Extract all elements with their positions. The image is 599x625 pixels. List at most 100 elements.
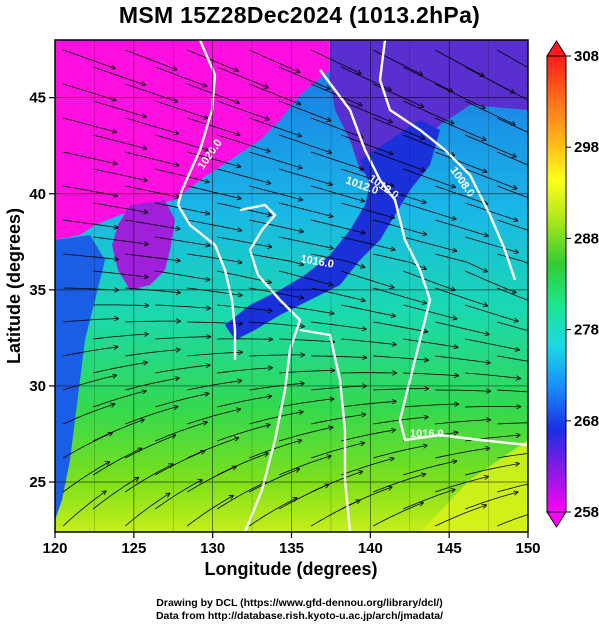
streamline [341,338,396,345]
streamline [465,464,519,476]
streamline [311,117,363,138]
streamline [63,151,117,164]
streamline [63,117,116,132]
streamline [155,168,209,182]
streamline [217,304,272,311]
streamline [187,185,241,199]
streamline [311,219,364,233]
streamline [373,321,427,332]
streamline [93,334,148,340]
streamline [373,445,427,459]
streamline [279,100,330,121]
streamline [465,372,520,378]
streamline [465,202,517,221]
streamline [187,219,241,230]
streamline [435,355,490,363]
streamline [93,305,148,306]
y-tick-label: 35 [29,282,46,299]
streamline [217,368,272,374]
colorbar-tick-label: 308 [574,48,599,65]
streamline [279,236,333,248]
streamline [497,321,528,332]
streamline [279,134,331,153]
colorbar-tick-label: 288 [574,230,599,247]
streamline [62,462,109,493]
streamline [186,496,233,527]
streamline [249,469,299,493]
y-tick-label: 45 [29,90,46,107]
streamline [187,409,240,425]
streamline [341,134,393,154]
streamline [249,321,304,327]
streamline [93,236,148,244]
streamline [373,185,426,203]
streamline [125,253,180,261]
streamline [341,236,395,250]
streamline [373,151,425,171]
streamline [217,134,270,151]
isobar-1016-west [239,203,302,532]
streamline [217,339,272,340]
streamline [125,185,179,197]
streamline [403,490,455,510]
streamline [311,386,366,391]
isobar-1008 [378,40,517,281]
y-axis: 25 30 35 40 45 [29,90,55,491]
streamline [497,219,528,231]
isobar-1020-south [205,40,207,41]
streamline [403,66,452,91]
streamline [373,49,422,75]
streamline [373,503,423,527]
streamline [465,270,516,293]
streamline [279,399,333,408]
streamline [93,202,147,212]
streamline [249,151,302,168]
streamline [403,304,456,319]
streamline [311,321,366,329]
streamline [310,500,360,527]
streamline [63,347,117,357]
cold-region-japan [225,120,440,340]
colorbar-ticks: 308 298 288 278 268 258 [566,48,599,521]
streamline [93,420,144,442]
streamline [155,134,208,150]
streamline [373,219,426,235]
streamline [341,304,395,316]
streamline [279,168,332,185]
streamline [373,287,426,303]
streamline [155,394,208,408]
streamline [497,355,528,362]
map-title: MSM 15Z28Dec2024 (1013.2hPa) [118,2,481,28]
streamline [311,83,362,106]
streamline [497,453,528,459]
streamline [279,66,330,89]
streamline [465,492,517,510]
streamline [373,355,428,360]
streamline [465,134,516,157]
streamline [279,304,333,314]
streamline [373,389,428,390]
streamline [341,168,393,186]
streamline [311,443,364,459]
streamline [249,185,302,200]
streamline [341,270,394,288]
streamline [125,219,179,229]
colorbar-tick-label: 258 [574,504,599,521]
streamline [497,117,528,133]
streamline [216,482,265,510]
streamline [217,453,268,476]
streamline [63,253,118,260]
streamline [279,456,331,476]
streamline [435,505,486,527]
streamline [465,100,515,125]
colorbar-tick-label: 278 [574,322,599,339]
streamline [497,151,528,166]
credit-drawing: Drawing by DCL (https://www.gfd-dennou.o… [156,597,443,609]
isobar-1016-south [299,328,352,532]
streamline [435,287,487,306]
streamline [497,83,528,101]
colorbar-tick-label: 298 [574,139,599,156]
streamline [435,390,490,391]
streamline [403,270,455,290]
